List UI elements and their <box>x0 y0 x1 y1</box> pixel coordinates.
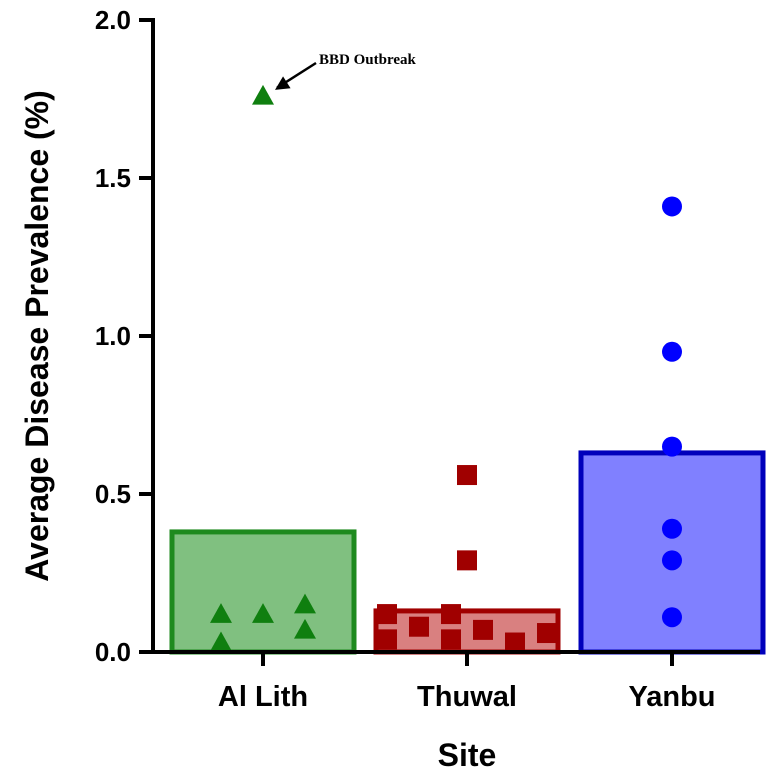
x-axis-title: Site <box>438 737 497 771</box>
data-point-al-lith <box>210 603 232 623</box>
y-axis-title: Average Disease Prevalence (%) <box>19 90 55 582</box>
x-tick-label: Thuwal <box>417 681 517 713</box>
data-point-al-lith <box>294 593 316 614</box>
x-tick-label: Al Lith <box>218 681 308 713</box>
y-tick-label: 2.0 <box>95 5 131 35</box>
data-point-thuwal <box>457 465 477 486</box>
data-point-thuwal <box>409 616 429 637</box>
data-point-thuwal <box>473 619 493 640</box>
data-point-yanbu <box>662 436 682 457</box>
data-point-thuwal <box>441 604 461 625</box>
data-point-thuwal <box>457 550 477 571</box>
x-tick-label: Yanbu <box>628 681 715 713</box>
data-point-al-lith <box>252 84 274 105</box>
annotation-label: BBD Outbreak <box>319 52 416 68</box>
bar-al-lith <box>169 529 357 655</box>
data-point-thuwal <box>377 604 397 625</box>
annotation-arrowhead <box>275 76 291 90</box>
y-tick-label: 0.0 <box>95 637 131 667</box>
data-point-thuwal <box>377 629 397 650</box>
data-point-al-lith <box>210 631 232 652</box>
data-point-al-lith <box>294 618 316 639</box>
data-point-yanbu <box>662 550 682 571</box>
data-point-al-lith <box>252 603 274 623</box>
y-tick-label: 1.0 <box>95 321 131 351</box>
data-point-thuwal <box>505 632 525 653</box>
data-point-thuwal <box>537 623 557 644</box>
data-point-yanbu <box>662 196 682 217</box>
data-point-yanbu <box>662 518 682 539</box>
y-tick-label: 0.5 <box>95 479 131 509</box>
data-point-yanbu <box>662 607 682 628</box>
data-point-yanbu <box>662 341 682 362</box>
data-point-thuwal <box>441 629 461 650</box>
y-tick-label: 1.5 <box>95 163 131 193</box>
bar-thuwal <box>373 608 561 655</box>
